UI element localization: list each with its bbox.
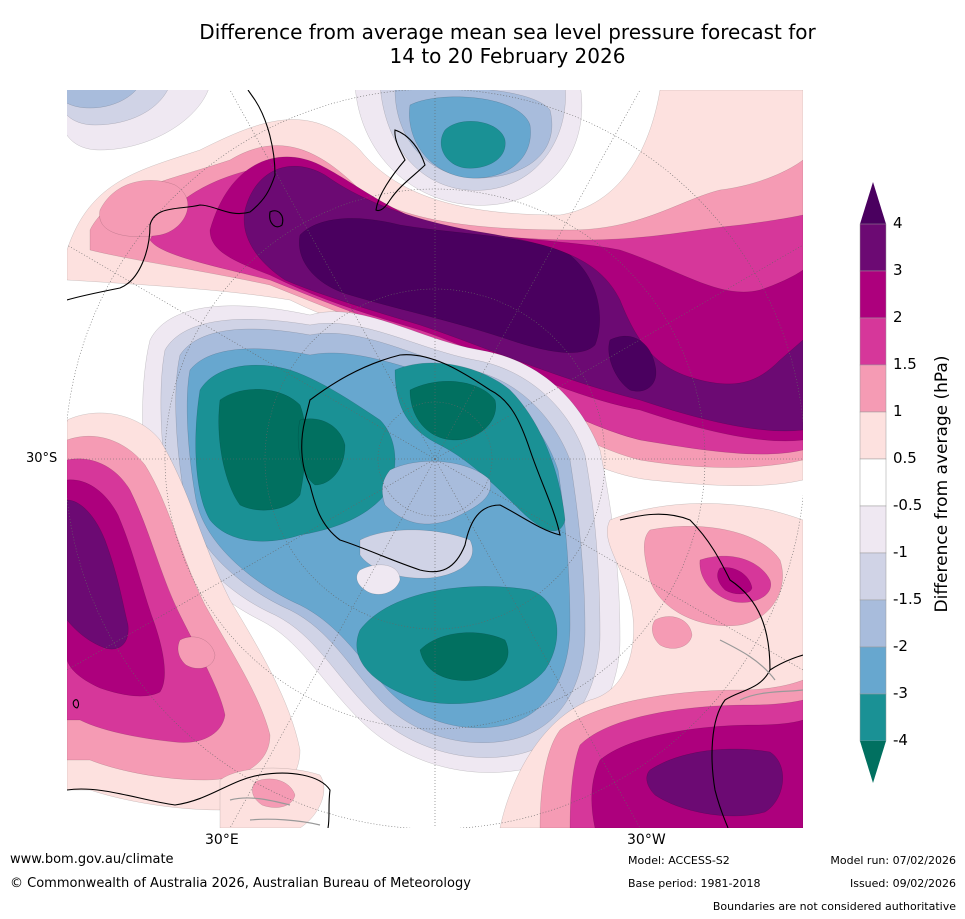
colorbar-segment-1.5-to-2 xyxy=(859,317,887,366)
map-title-line-2: 14 to 20 February 2026 xyxy=(389,44,626,68)
colorbar-tick-label: 1 xyxy=(893,402,903,420)
footer-disclaimer: Boundaries are not considered authoritat… xyxy=(712,900,956,913)
anomaly-negative-northwest xyxy=(67,90,209,151)
map-title: Difference from average mean sea level p… xyxy=(120,20,895,68)
map-title-line-1: Difference from average mean sea level p… xyxy=(199,20,816,44)
coast-new-zealand xyxy=(375,129,426,212)
lon-label-30e: 30°E xyxy=(205,832,239,848)
colorbar-extend-max xyxy=(860,182,886,224)
colorbar-segment--3-to--4 xyxy=(859,693,887,742)
footer-model: Model: ACCESS-S2 xyxy=(628,854,730,867)
colorbar-tick-label: -4 xyxy=(893,731,908,749)
colorbar-tick-label: -1 xyxy=(893,543,908,561)
colorbar-tick-label: 1.5 xyxy=(893,355,917,373)
lat-label-30s: 30°S xyxy=(26,451,58,466)
colorbar-segment-3-to-4 xyxy=(859,223,887,272)
map-plot-area xyxy=(67,90,803,828)
footer-copyright: © Commonwealth of Australia 2026, Austra… xyxy=(10,876,471,891)
coast-australia xyxy=(67,90,276,301)
colorbar-segment--1-to--1.5 xyxy=(859,552,887,601)
colorbar-title: Difference from average (hPa) xyxy=(932,355,952,613)
colorbar-segment--0.5-to--1 xyxy=(859,505,887,554)
colorbar-segment--1.5-to--2 xyxy=(859,599,887,648)
anomaly-positive-south-atlantic xyxy=(499,503,803,828)
colorbar-tick-label: -2 xyxy=(893,637,908,655)
anomaly-positive-south-africa xyxy=(219,767,325,828)
colorbar-segment-neutral xyxy=(859,458,887,507)
anomaly-negative-antarctica xyxy=(142,305,621,773)
coast-africa-south xyxy=(67,772,331,828)
borders xyxy=(229,639,803,826)
colorbar-segment-2-to-3 xyxy=(859,270,887,319)
anomaly-positive-west-australia xyxy=(99,180,188,237)
colorbar xyxy=(859,182,887,783)
colorbar-tick-label: 0.5 xyxy=(893,449,917,467)
coast-madagascar xyxy=(72,699,80,709)
coastlines xyxy=(67,90,803,828)
coast-south-america xyxy=(619,513,771,828)
coast-antarctica xyxy=(301,354,561,573)
colorbar-tick-label: 3 xyxy=(893,261,903,279)
footer-website[interactable]: www.bom.gov.au/climate xyxy=(10,852,174,867)
coast-tasmania xyxy=(269,210,284,228)
colorbar-segment-1-to-1.5 xyxy=(859,364,887,413)
colorbar-tick-label: -3 xyxy=(893,684,908,702)
coast-south-america-east xyxy=(769,654,803,671)
graticule xyxy=(67,90,803,828)
colorbar-tick-label: 2 xyxy=(893,308,903,326)
anomaly-positive-south-indian xyxy=(67,412,301,811)
footer-model-run: Model run: 07/02/2026 xyxy=(830,854,956,867)
colorbar-extend-min xyxy=(860,741,886,783)
colorbar-tick-label: -1.5 xyxy=(893,590,923,608)
colorbar-tick-label: -0.5 xyxy=(893,496,923,514)
colorbar-segment--2-to--3 xyxy=(859,646,887,695)
footer-issued: Issued: 09/02/2026 xyxy=(849,877,956,890)
colorbar-tick-label: 4 xyxy=(893,214,903,232)
footer-base-period: Base period: 1981-2018 xyxy=(628,877,761,890)
colorbar-segment-0.5-to-1 xyxy=(859,411,887,460)
lon-label-30w: 30°W xyxy=(627,832,666,848)
